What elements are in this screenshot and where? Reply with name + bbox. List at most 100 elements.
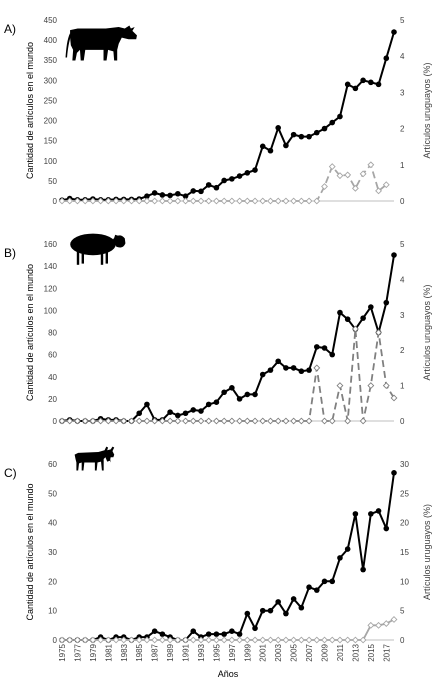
data-point: [58, 197, 66, 205]
data-point: [290, 417, 298, 425]
y-axis-label: Cantidad de artículos en el mundo: [25, 264, 35, 401]
y-tick-label: 40: [48, 373, 57, 382]
data-point: [228, 197, 236, 205]
data-point: [368, 304, 374, 310]
series-line: [62, 618, 395, 641]
y-tick-label: 160: [44, 240, 58, 249]
data-point: [158, 197, 166, 205]
data-point: [112, 417, 120, 425]
data-point: [120, 417, 128, 425]
data-point: [205, 401, 212, 408]
y2-tick-label: 5: [400, 240, 405, 249]
y-tick-label: 10: [48, 607, 57, 616]
data-point: [259, 197, 267, 205]
panel-label: B): [4, 246, 16, 260]
data-point: [174, 636, 182, 644]
data-point: [383, 299, 390, 306]
data-point: [352, 85, 359, 92]
data-point: [104, 636, 112, 644]
data-point: [367, 621, 375, 629]
y-axis-label: Cantidad de artículos en el mundo: [25, 483, 35, 620]
data-point: [74, 417, 81, 425]
data-point: [313, 587, 320, 593]
data-point: [328, 163, 336, 171]
data-point: [344, 316, 351, 323]
y2-tick-label: 2: [400, 346, 405, 355]
data-point: [275, 358, 281, 365]
data-point: [251, 417, 259, 425]
data-point: [383, 55, 390, 62]
y-tick-label: 100: [44, 157, 58, 166]
data-point: [259, 607, 266, 614]
x-tick-label: 1985: [135, 643, 144, 661]
data-point: [337, 309, 343, 316]
data-point: [252, 625, 258, 632]
data-point: [166, 197, 174, 205]
data-point: [167, 192, 173, 199]
data-point: [197, 417, 205, 425]
data-point: [213, 631, 220, 637]
series-2: [58, 325, 398, 425]
y2-tick-label: 4: [400, 52, 405, 61]
data-point: [267, 147, 274, 154]
data-point: [66, 197, 74, 205]
series-line: [62, 328, 395, 422]
data-point: [313, 636, 321, 644]
data-point: [135, 636, 143, 644]
data-point: [244, 610, 251, 617]
data-point: [89, 197, 97, 205]
data-point: [259, 417, 267, 425]
data-point: [313, 197, 321, 205]
y-tick-label: 60: [48, 351, 57, 360]
data-point: [259, 636, 267, 644]
data-point: [189, 636, 197, 644]
data-point: [329, 351, 336, 358]
data-point: [236, 197, 244, 205]
data-point: [290, 131, 297, 138]
data-point: [236, 636, 244, 644]
data-point: [143, 417, 151, 425]
data-point: [328, 636, 336, 644]
data-point: [182, 410, 189, 417]
data-point: [252, 391, 258, 398]
data-point: [267, 367, 274, 373]
data-point: [290, 596, 297, 602]
data-point: [367, 382, 375, 390]
data-point: [81, 197, 89, 205]
data-point: [390, 616, 398, 623]
data-point: [197, 197, 205, 205]
data-point: [337, 555, 343, 561]
y-tick-label: 50: [48, 177, 57, 186]
y-axis-label: Cantidad de artículos en el mundo: [25, 42, 35, 179]
y2-axis-label: Artículos uruguayos (%): [422, 504, 432, 600]
y2-tick-label: 0: [400, 636, 405, 645]
data-point: [360, 315, 366, 321]
data-point: [66, 417, 74, 425]
x-tick-label: 1977: [73, 643, 82, 661]
data-point: [190, 188, 197, 194]
data-point: [220, 197, 228, 205]
data-point: [267, 417, 274, 425]
data-point: [305, 417, 313, 425]
panel-label: A): [4, 22, 16, 36]
data-point: [252, 167, 258, 173]
data-point: [328, 417, 336, 425]
data-point: [344, 417, 352, 425]
data-point: [229, 628, 235, 634]
y-tick-label: 350: [44, 56, 58, 65]
data-point: [283, 365, 289, 371]
data-point: [66, 636, 74, 644]
data-point: [151, 197, 159, 205]
data-point: [205, 182, 212, 188]
data-point: [135, 197, 143, 205]
data-point: [259, 143, 266, 150]
y-tick-label: 80: [48, 329, 57, 338]
data-point: [251, 197, 259, 205]
y2-tick-label: 1: [400, 382, 405, 391]
x-tick-label: 2015: [367, 643, 376, 661]
data-point: [321, 578, 328, 585]
data-point: [290, 636, 298, 644]
x-tick-label: 1997: [228, 643, 237, 661]
data-point: [297, 636, 305, 644]
